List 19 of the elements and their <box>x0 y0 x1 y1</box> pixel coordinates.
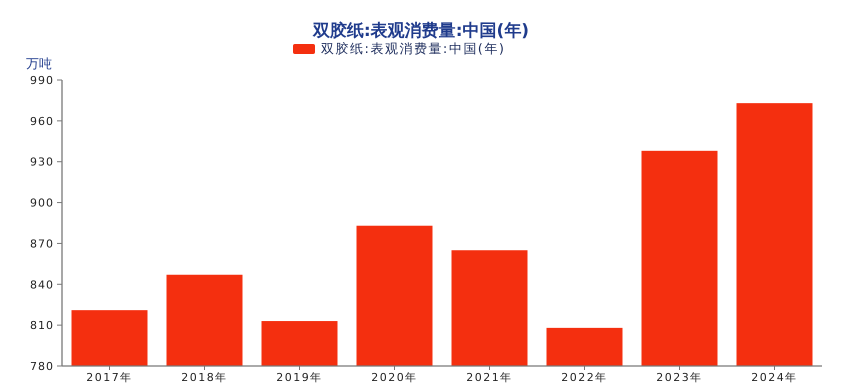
x-tick-label: 2019年 <box>276 371 323 384</box>
x-tick-label: 2023年 <box>656 371 703 384</box>
y-tick-label: 930 <box>30 156 54 169</box>
x-tick-label: 2018年 <box>181 371 228 384</box>
y-tick-label: 990 <box>30 74 54 87</box>
y-tick-label: 960 <box>30 114 54 128</box>
y-tick-label: 840 <box>30 278 54 292</box>
x-tick-label: 2021年 <box>466 371 513 384</box>
chart-title: 双胶纸:表观消费量:中国(年) <box>312 21 530 41</box>
y-axis-title: 万吨 <box>26 57 52 72</box>
x-tick-label: 2017年 <box>86 371 133 384</box>
x-tick-label: 2022年 <box>561 371 608 384</box>
legend-label: 双胶纸:表观消费量:中国(年) <box>321 42 506 57</box>
y-tick-label: 780 <box>30 360 54 373</box>
y-tick-label: 810 <box>30 319 54 332</box>
y-tick-label: 870 <box>30 237 54 250</box>
x-tick-label: 2024年 <box>751 371 798 384</box>
x-tick-label: 2020年 <box>371 371 418 384</box>
y-tick-label: 900 <box>30 196 54 210</box>
